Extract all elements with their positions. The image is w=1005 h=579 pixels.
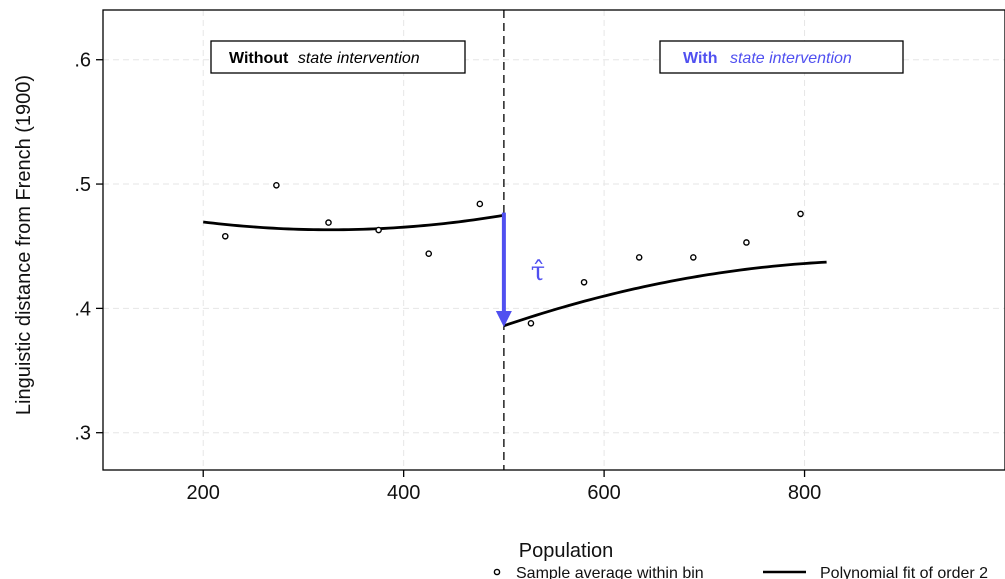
x-tick-label: 600 <box>587 482 620 504</box>
polynomial-fit-lines <box>203 213 827 328</box>
y-tick-label: .4 <box>74 298 91 320</box>
y-tick-label: .3 <box>74 423 91 445</box>
data-point <box>527 319 535 327</box>
legend-label-sample-average: Sample average within bin <box>516 565 704 579</box>
legend-label-polynomial-fit: Polynomial fit of order 2 <box>820 565 988 579</box>
svg-text:With state intervention: With state intervention <box>683 50 852 67</box>
data-point <box>221 232 229 240</box>
y-tick-label: .5 <box>74 174 91 196</box>
x-tick-label: 200 <box>187 482 220 504</box>
fit-line-segment <box>503 260 827 328</box>
data-point <box>580 278 588 286</box>
data-point <box>743 239 750 246</box>
x-axis-title: Population <box>519 540 614 562</box>
fit-line-segment <box>203 213 505 232</box>
tau-arrow-head <box>495 311 512 328</box>
data-point <box>690 254 697 261</box>
data-point <box>375 226 382 234</box>
svg-text:Without state interventi: Without state intervention <box>229 50 420 67</box>
tau-arrow <box>495 212 512 328</box>
data-point <box>425 250 433 257</box>
x-axis: 200 400 600 800 <box>187 470 821 504</box>
data-point <box>325 219 332 226</box>
x-tick-label: 400 <box>387 482 420 504</box>
grid-lines <box>103 10 1005 470</box>
plot-area-frame <box>102 9 1005 471</box>
legend-marker-circle <box>493 568 501 576</box>
data-point <box>273 181 280 189</box>
data-point <box>797 210 804 218</box>
with-intervention-box: With state intervention <box>659 40 904 74</box>
without-state-intervention-label: state intervention <box>298 50 420 67</box>
tau-hat-label: τ̂ <box>531 257 545 287</box>
with-label: With <box>683 50 718 67</box>
y-tick-label: .6 <box>74 50 91 72</box>
sample-average-points <box>221 181 804 327</box>
without-intervention-box: Without state intervention <box>210 40 466 74</box>
data-point <box>635 254 643 261</box>
legend: Sample average within bin Polynomial fit… <box>493 565 988 579</box>
y-axis: .3 .4 .5 .6 <box>74 50 103 445</box>
y-axis-title: Linguistic distance from French (1900) <box>13 75 35 415</box>
x-tick-label: 800 <box>788 482 821 504</box>
with-state-intervention-label: state intervention <box>730 50 852 67</box>
data-point <box>476 200 484 208</box>
without-label: Without <box>229 50 289 67</box>
